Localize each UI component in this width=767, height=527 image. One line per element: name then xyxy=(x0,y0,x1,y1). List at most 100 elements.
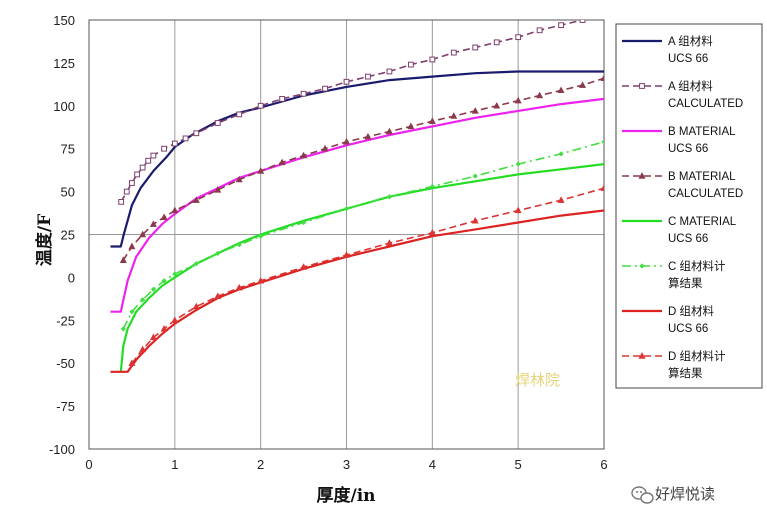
x-tick-label: 1 xyxy=(171,457,178,472)
data-point xyxy=(139,164,146,171)
data-point xyxy=(171,206,179,214)
x-axis-ticks: 0 1 2 3 4 5 6 xyxy=(85,457,607,472)
legend: A 组材料 UCS 66 A 组材料 CALCULATED B MATERIAL UCS … xyxy=(615,23,763,389)
data-point xyxy=(236,111,243,118)
data-point xyxy=(171,140,178,147)
data-point xyxy=(600,184,604,191)
data-point xyxy=(192,196,200,203)
data-point xyxy=(471,216,479,224)
data-point xyxy=(182,135,189,142)
legend-label: CALCULATED xyxy=(668,98,743,110)
data-point xyxy=(139,345,147,353)
legend-label: UCS 66 xyxy=(668,233,708,245)
data-point xyxy=(150,152,157,159)
data-point xyxy=(493,39,500,46)
data-point xyxy=(300,219,307,226)
legend-label: D 组材料 xyxy=(668,304,714,318)
brand-name: 好焊悦读 xyxy=(655,485,715,503)
series-layer xyxy=(110,20,604,373)
series xyxy=(118,20,586,205)
y-tick-label: 150 xyxy=(53,13,75,28)
x-tick-label: 6 xyxy=(600,457,607,472)
data-point xyxy=(193,261,199,267)
data-point xyxy=(638,352,646,359)
legend-label: A 组材料 xyxy=(668,79,713,93)
legend-item: D 组材料 UCS 66 xyxy=(622,304,714,335)
data-point xyxy=(171,316,179,323)
data-point xyxy=(515,34,522,41)
data-point xyxy=(278,158,286,166)
legend-item: B MATERIAL UCS 66 xyxy=(622,126,736,155)
x-tick-label: 0 xyxy=(85,457,92,472)
data-point xyxy=(579,81,587,88)
data-point xyxy=(140,297,146,303)
legend-label: 算结果 xyxy=(668,276,703,290)
data-point xyxy=(128,242,136,250)
data-point xyxy=(300,90,307,97)
y-tick-label: -75 xyxy=(56,399,75,414)
data-point xyxy=(139,230,147,238)
data-point xyxy=(429,183,435,190)
x-tick-label: 3 xyxy=(343,457,350,472)
series xyxy=(110,70,604,248)
data-point xyxy=(450,49,457,56)
data-point xyxy=(514,96,522,104)
legend-label: C MATERIAL xyxy=(668,216,737,228)
data-point xyxy=(257,102,264,109)
data-point xyxy=(536,91,544,99)
y-tick-label: 0 xyxy=(68,270,75,285)
data-point xyxy=(385,239,393,246)
y-tick-label: 125 xyxy=(53,56,75,71)
legend-label: A 组材料 xyxy=(668,34,713,48)
legend-label: B MATERIAL xyxy=(668,126,736,138)
data-point xyxy=(558,151,564,157)
data-point xyxy=(428,228,436,236)
data-point xyxy=(407,122,415,130)
data-point xyxy=(364,132,372,140)
data-point xyxy=(321,144,329,152)
legend-label: UCS 66 xyxy=(668,323,708,335)
y-tick-label: 75 xyxy=(61,142,75,157)
legend-item: B MATERIAL CALCULATED xyxy=(622,171,743,200)
data-point xyxy=(149,220,157,227)
data-point xyxy=(428,117,436,124)
data-point xyxy=(193,130,200,137)
series xyxy=(119,163,604,372)
legend-label: B MATERIAL xyxy=(668,171,736,183)
data-point xyxy=(343,206,350,212)
series xyxy=(119,74,604,263)
data-point xyxy=(134,171,140,178)
x-tick-label: 2 xyxy=(257,457,264,472)
legend-label: CALCULATED xyxy=(668,188,743,200)
data-point xyxy=(161,278,167,284)
data-point xyxy=(215,250,221,256)
series-line xyxy=(122,141,604,330)
data-point xyxy=(429,56,436,63)
data-point xyxy=(161,145,168,152)
data-point xyxy=(472,173,478,179)
data-point xyxy=(536,27,543,34)
data-point xyxy=(579,20,586,23)
data-point xyxy=(600,74,604,82)
data-point xyxy=(172,271,178,277)
y-tick-label: 100 xyxy=(53,99,75,114)
y-tick-label: 50 xyxy=(61,185,75,200)
legend-label: 算结果 xyxy=(668,366,703,380)
legend-label: D 组材料计 xyxy=(668,349,726,363)
data-point xyxy=(214,186,222,193)
data-point xyxy=(514,206,522,214)
data-point xyxy=(257,167,265,174)
legend-label: UCS 66 xyxy=(668,143,708,155)
legend-item: C MATERIAL UCS 66 xyxy=(622,216,737,245)
legend-item: A 组材料 CALCULATED xyxy=(622,79,743,110)
data-point xyxy=(558,22,564,29)
data-point xyxy=(150,286,156,293)
data-point xyxy=(493,101,501,109)
legend-item: A 组材料 UCS 66 xyxy=(622,34,713,65)
y-tick-label: -25 xyxy=(56,313,75,328)
data-point xyxy=(235,283,243,291)
wechat-icon xyxy=(631,486,654,504)
data-point xyxy=(214,292,222,299)
data-point xyxy=(639,83,645,89)
